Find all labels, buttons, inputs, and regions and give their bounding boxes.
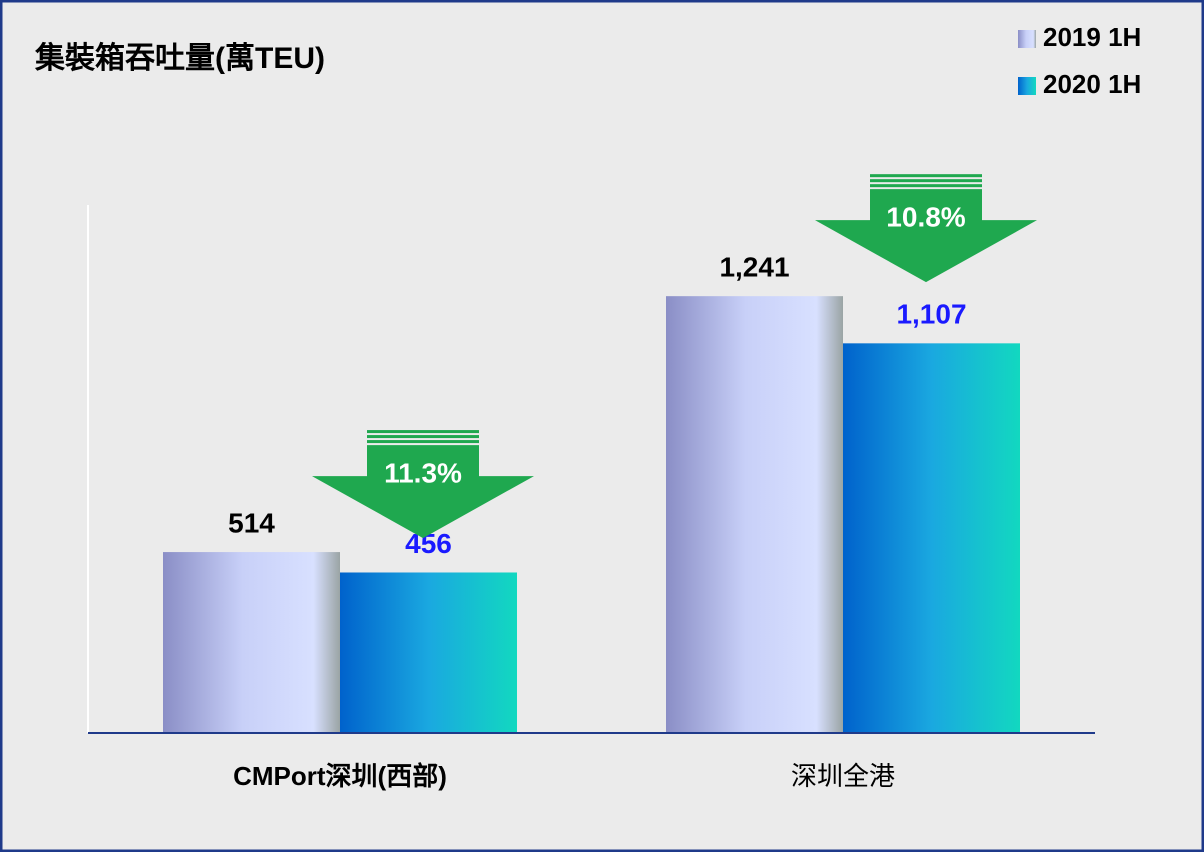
value-label: 1,107 <box>896 299 966 330</box>
arrow-stripe <box>367 430 479 434</box>
x-tick-label: 深圳全港 <box>791 761 895 791</box>
arrow-stripe <box>870 184 982 188</box>
arrow-stripe <box>367 440 479 444</box>
value-label: 514 <box>228 507 275 538</box>
bar <box>666 296 843 733</box>
bar <box>340 572 517 733</box>
legend-swatch <box>1018 77 1036 95</box>
arrow <box>312 445 534 539</box>
x-tick-label: CMPort深圳(西部) <box>233 761 447 791</box>
legend-swatch <box>1018 30 1036 48</box>
legend-label: 2019 1H <box>1043 22 1141 52</box>
legend-label: 2020 1H <box>1043 69 1141 99</box>
arrow <box>815 189 1037 283</box>
annotation: 10.8% <box>886 202 965 233</box>
arrow-stripe <box>870 179 982 183</box>
chart-title: 集裝箱吞吐量(萬TEU) <box>34 42 325 75</box>
value-label: 1,241 <box>719 252 789 283</box>
bar <box>843 343 1020 733</box>
annotation: 11.3% <box>384 457 462 488</box>
arrow-stripe <box>870 174 982 178</box>
arrow-stripe <box>367 435 479 439</box>
bar <box>163 552 340 733</box>
